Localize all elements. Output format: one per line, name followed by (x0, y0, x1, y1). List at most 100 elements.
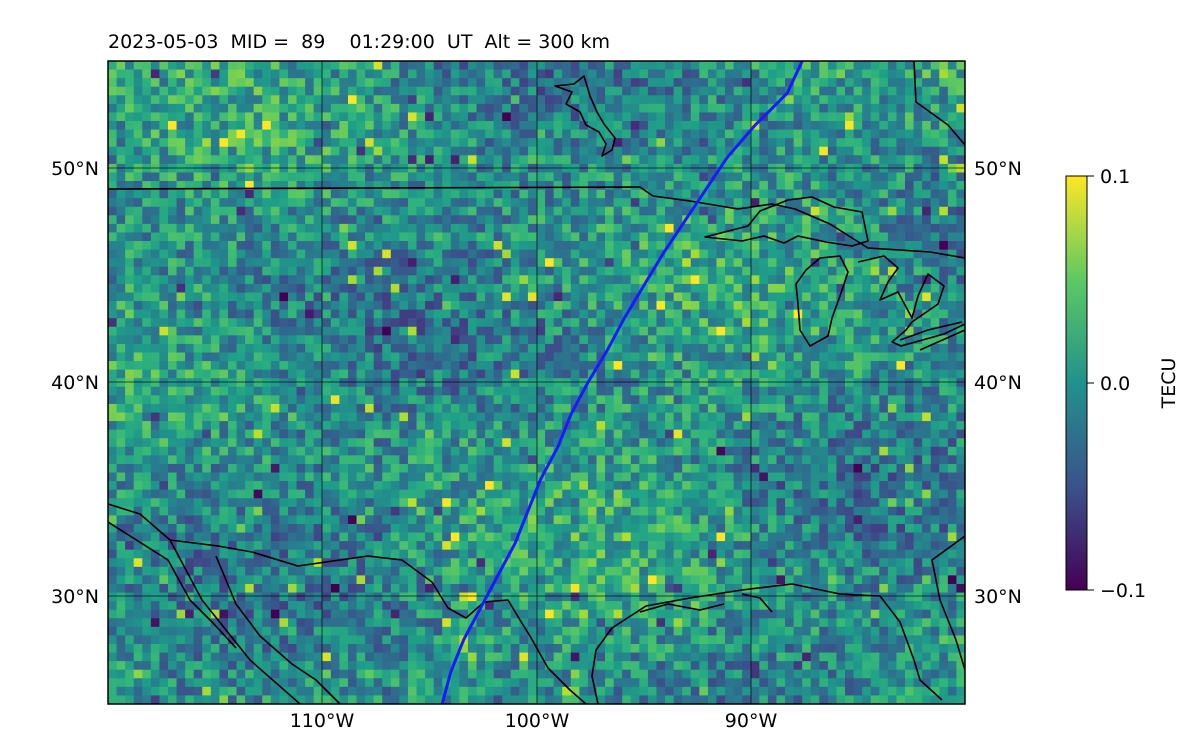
heatmap-cell (793, 258, 803, 268)
heatmap-cell (785, 395, 795, 405)
heatmap-cell (116, 69, 126, 79)
heatmap-cell (527, 121, 538, 131)
heatmap-cell (467, 386, 478, 396)
heatmap-cell (836, 61, 846, 71)
heatmap-cell (425, 301, 435, 311)
heatmap-cell (416, 266, 426, 276)
heatmap-cell (390, 215, 400, 225)
heatmap-cell (776, 455, 786, 465)
heatmap-cell (665, 206, 675, 216)
heatmap-cell (647, 241, 658, 251)
heatmap-cell (502, 249, 512, 259)
heatmap-cell (459, 138, 469, 148)
heatmap-cell (108, 369, 118, 379)
heatmap-cell (639, 69, 649, 79)
heatmap-cell (639, 463, 649, 474)
heatmap-cell (125, 318, 135, 328)
heatmap-cell (296, 352, 306, 362)
heatmap-cell (793, 352, 803, 362)
heatmap-cell (707, 361, 718, 371)
heatmap-cell (450, 86, 460, 96)
heatmap-cell (810, 292, 820, 302)
heatmap-cell (270, 138, 280, 148)
heatmap-cell (296, 412, 306, 422)
heatmap-cell (673, 318, 683, 328)
heatmap-cell (459, 463, 469, 474)
heatmap-cell (416, 455, 426, 465)
heatmap-cell (356, 129, 366, 139)
heatmap-cell (819, 103, 829, 114)
heatmap-cell (613, 429, 623, 439)
heatmap-cell (605, 112, 615, 122)
heatmap-cell (159, 112, 169, 122)
heatmap-cell (279, 163, 289, 174)
heatmap-cell (450, 249, 460, 259)
heatmap-cell (639, 369, 649, 379)
heatmap-cell (365, 95, 375, 105)
heatmap-cell (219, 369, 229, 379)
heatmap-cell (390, 172, 400, 182)
heatmap-cell (853, 69, 863, 79)
heatmap-cell (416, 241, 426, 251)
heatmap-cell (442, 275, 452, 285)
heatmap-cell (133, 172, 143, 182)
heatmap-cell (630, 378, 640, 388)
heatmap-cell (776, 481, 786, 491)
heatmap-cell (287, 275, 298, 285)
heatmap-cell (587, 378, 598, 388)
heatmap-cell (227, 378, 238, 388)
heatmap-cell (133, 412, 143, 422)
heatmap-cell (750, 395, 760, 405)
heatmap-cell (947, 103, 958, 114)
heatmap-cell (193, 283, 203, 294)
heatmap-cell (725, 241, 735, 251)
heatmap-cell (579, 481, 589, 491)
heatmap-cell (665, 258, 675, 268)
heatmap-cell (673, 241, 683, 251)
heatmap-cell (690, 352, 700, 362)
heatmap-cell (296, 223, 306, 234)
heatmap-cell (810, 343, 820, 354)
heatmap-cell (159, 378, 169, 388)
heatmap-cell (510, 172, 520, 182)
heatmap-cell (913, 258, 923, 268)
heatmap-cell (699, 129, 709, 139)
heatmap-cell (767, 429, 778, 439)
heatmap-cell (939, 266, 949, 276)
heatmap-cell (922, 69, 932, 79)
heatmap-cell (356, 249, 366, 259)
heatmap-cell (630, 95, 640, 105)
heatmap-cell (159, 163, 169, 174)
heatmap-cell (613, 172, 623, 182)
heatmap-cell (579, 438, 589, 448)
heatmap-cell (613, 395, 623, 405)
heatmap-cell (630, 275, 640, 285)
heatmap-cell (219, 206, 229, 216)
heatmap-cell (836, 395, 846, 405)
heatmap-cell (793, 395, 803, 405)
heatmap-cell (245, 266, 255, 276)
heatmap-cell (185, 309, 195, 319)
heatmap-cell (613, 455, 623, 465)
heatmap-cell (810, 121, 820, 131)
heatmap-cell (785, 403, 795, 414)
heatmap-cell (947, 232, 958, 242)
heatmap-cell (690, 249, 700, 259)
heatmap-cell (785, 386, 795, 396)
heatmap-cell (733, 318, 743, 328)
heatmap-cell (159, 258, 169, 268)
heatmap-cell (545, 206, 555, 216)
heatmap-cell (339, 309, 349, 319)
heatmap-cell (493, 429, 503, 439)
heatmap-cell (613, 249, 623, 259)
heatmap-cell (125, 198, 135, 208)
heatmap-cell (947, 241, 958, 251)
heatmap-cell (262, 386, 272, 396)
heatmap-cell (665, 181, 675, 191)
heatmap-cell (493, 266, 503, 276)
heatmap-cell (922, 309, 932, 319)
heatmap-cell (382, 326, 392, 336)
heatmap-cell (287, 343, 298, 354)
heatmap-cell (356, 181, 366, 191)
heatmap-cell (253, 181, 263, 191)
